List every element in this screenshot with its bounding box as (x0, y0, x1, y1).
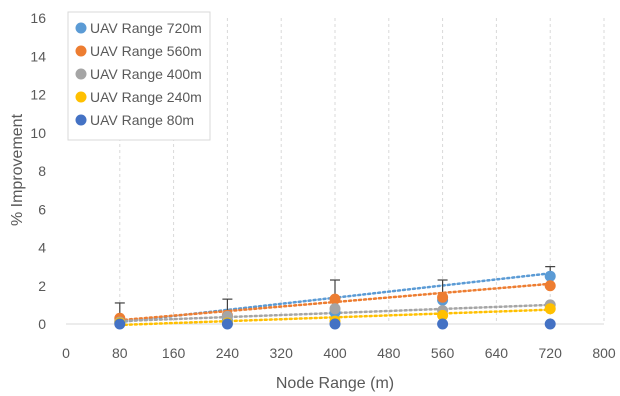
data-point-series-5-point-4 (437, 318, 449, 330)
x-tick-label-320: 320 (270, 345, 294, 361)
data-point-series-2-point-5 (544, 280, 556, 292)
data-point-series-2-point-3 (329, 293, 341, 305)
legend-box (67, 11, 211, 141)
y-tick-label-12: 12 (30, 87, 46, 103)
data-point-series-4-point-5 (544, 303, 556, 315)
x-tick-label-480: 480 (377, 345, 401, 361)
x-tick-label-400: 400 (323, 345, 347, 361)
y-tick-label-0: 0 (38, 316, 46, 332)
y-tick-label-16: 16 (30, 10, 46, 26)
x-tick-label-560: 560 (431, 345, 455, 361)
legend-label-5: UAV Range 80m (90, 112, 194, 128)
x-tick-label-160: 160 (162, 345, 186, 361)
legend-marker-5 (75, 114, 87, 126)
legend-label-2: UAV Range 560m (90, 43, 202, 59)
x-tick-label-640: 640 (485, 345, 509, 361)
data-points (114, 270, 556, 330)
data-point-series-3-point-3 (329, 303, 341, 315)
y-tick-label-14: 14 (30, 48, 46, 64)
x-tick-labels: 0 80 160 240 320 400 480 560 640 720 800 (62, 345, 616, 361)
legend-label-3: UAV Range 400m (90, 66, 202, 82)
y-tick-label-6: 6 (38, 201, 46, 217)
legend-marker-4 (75, 91, 87, 103)
data-point-series-5-point-5 (544, 318, 556, 330)
y-tick-label-10: 10 (30, 125, 46, 141)
data-point-series-5-point-2 (221, 318, 233, 330)
legend-marker-1 (75, 22, 87, 34)
y-tick-labels: 0 2 4 6 8 10 12 14 16 (30, 10, 46, 332)
data-point-series-5-point-1 (114, 318, 126, 330)
y-tick-label-2: 2 (38, 278, 46, 294)
x-tick-label-80: 80 (112, 345, 128, 361)
legend-marker-2 (75, 45, 87, 57)
data-point-series-4-point-4 (437, 309, 449, 321)
x-axis-title: Node Range (m) (276, 375, 394, 392)
y-tick-label-4: 4 (38, 240, 46, 256)
x-tick-label-720: 720 (539, 345, 563, 361)
legend-marker-3 (75, 68, 87, 80)
data-point-series-1-point-5 (544, 270, 556, 282)
legend-label-4: UAV Range 240m (90, 89, 202, 105)
legend-label-1: UAV Range 720m (90, 20, 202, 36)
x-tick-label-0: 0 (62, 345, 70, 361)
x-tick-label-800: 800 (592, 345, 616, 361)
y-tick-label-8: 8 (38, 163, 46, 179)
y-axis-title: % Improvement (9, 113, 26, 226)
legend: UAV Range 720m UAV Range 560m UAV Range 40… (67, 11, 211, 141)
data-point-series-5-point-3 (329, 318, 341, 330)
data-point-series-2-point-4 (437, 291, 449, 303)
x-tick-label-240: 240 (216, 345, 240, 361)
